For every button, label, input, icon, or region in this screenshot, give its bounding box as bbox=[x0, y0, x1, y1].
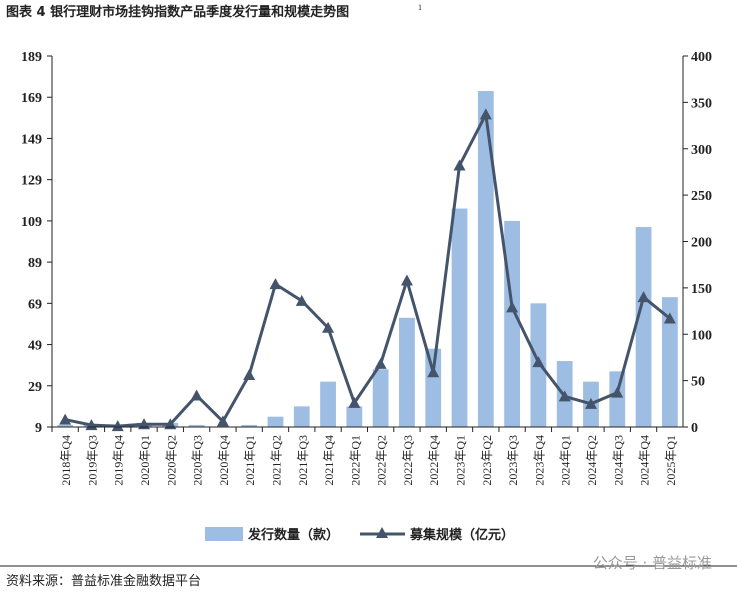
marker bbox=[584, 397, 597, 409]
marker bbox=[243, 369, 256, 381]
chart-title: 图表 4 银行理财市场挂钩指数产品季度发行量和规模走势图 bbox=[6, 4, 349, 20]
y-tick-label: 49 bbox=[28, 339, 42, 354]
x-tick-label: 2025年Q1 bbox=[664, 435, 678, 486]
source: 资料来源：普益标准金融数据平台 bbox=[6, 573, 201, 589]
y2-tick-label: 0 bbox=[691, 421, 698, 436]
marker bbox=[506, 301, 519, 313]
bar bbox=[425, 348, 442, 427]
bar bbox=[241, 424, 258, 427]
bar bbox=[57, 424, 74, 427]
bar bbox=[504, 220, 520, 427]
bar bbox=[661, 297, 678, 427]
marker bbox=[138, 418, 151, 430]
x-tick-label: 2022年Q2 bbox=[375, 435, 389, 486]
marker bbox=[216, 415, 229, 427]
bar bbox=[399, 317, 415, 427]
marker bbox=[453, 159, 466, 171]
marker bbox=[611, 386, 624, 398]
bar bbox=[267, 416, 284, 427]
marker bbox=[269, 278, 282, 290]
x-tick-label: 2024年Q1 bbox=[559, 435, 573, 486]
marker bbox=[663, 312, 676, 324]
y-tick-label: 169 bbox=[21, 91, 42, 106]
y2-tick-label: 50 bbox=[691, 375, 705, 390]
marker bbox=[295, 294, 308, 306]
y2-tick-label: 400 bbox=[691, 50, 712, 65]
y-tick-label: 89 bbox=[28, 256, 42, 271]
marker bbox=[427, 366, 440, 378]
title-note: 1 bbox=[418, 3, 422, 12]
x-tick-label: 2022年Q4 bbox=[427, 435, 441, 486]
x-tick-label: 2023年Q1 bbox=[454, 435, 468, 486]
bar bbox=[188, 424, 205, 427]
x-tick-label: 2021年Q2 bbox=[269, 435, 283, 486]
x-tick-label: 2021年Q4 bbox=[322, 435, 336, 486]
y2-tick-label: 200 bbox=[691, 236, 712, 251]
x-tick-label: 2023年Q2 bbox=[480, 435, 494, 486]
marker bbox=[374, 357, 387, 369]
marker bbox=[479, 108, 492, 120]
x-tick-label: 2024年Q4 bbox=[638, 435, 652, 486]
x-tick-label: 2021年Q3 bbox=[296, 435, 310, 486]
marker bbox=[190, 389, 203, 401]
x-tick-label: 2023年Q4 bbox=[532, 435, 546, 486]
marker bbox=[164, 418, 177, 430]
legend-label: 发行数量（款） bbox=[247, 527, 339, 543]
x-tick-label: 2019年Q4 bbox=[112, 435, 126, 486]
y2-tick-label: 300 bbox=[691, 143, 712, 158]
bar bbox=[451, 208, 468, 427]
x-tick-label: 2019年Q3 bbox=[85, 435, 99, 486]
bar bbox=[293, 406, 310, 427]
marker bbox=[637, 291, 650, 303]
y2-tick-label: 150 bbox=[691, 282, 712, 297]
line bbox=[64, 109, 671, 428]
legend-label: 募集规模（亿元） bbox=[409, 527, 514, 543]
y2-tick-label: 350 bbox=[691, 96, 712, 111]
x-tick-label: 2024年Q3 bbox=[611, 435, 625, 486]
y-tick-label: 29 bbox=[28, 380, 42, 395]
x-tick-label: 2020年Q4 bbox=[217, 435, 231, 486]
x-tick-label: 2018年Q4 bbox=[59, 435, 73, 486]
marker bbox=[322, 321, 335, 333]
x-tick-label: 2024年Q2 bbox=[585, 435, 599, 486]
marker bbox=[400, 274, 413, 286]
legend-swatch bbox=[205, 527, 243, 541]
y-tick-label: 129 bbox=[21, 174, 42, 189]
x-tick-label: 2020年Q2 bbox=[164, 435, 178, 486]
y-tick-label: 189 bbox=[21, 50, 42, 65]
x-tick-label: 2021年Q1 bbox=[243, 435, 257, 486]
marker bbox=[111, 420, 124, 432]
x-tick-label: 2023年Q3 bbox=[506, 435, 520, 486]
x-tick-label: 2022年Q3 bbox=[401, 435, 415, 486]
x-tick-label: 2020年Q3 bbox=[191, 435, 205, 486]
legend-marker bbox=[376, 527, 388, 538]
bar bbox=[609, 371, 626, 427]
marker bbox=[348, 396, 361, 408]
y2-tick-label: 100 bbox=[691, 328, 712, 343]
bar bbox=[346, 406, 363, 427]
watermark: 公众号 · 普益标准 bbox=[593, 554, 712, 572]
y-tick-label: 149 bbox=[21, 132, 42, 147]
x-tick-label: 2020年Q1 bbox=[138, 435, 152, 486]
y-tick-label: 69 bbox=[28, 297, 42, 312]
x-tick-label: 2022年Q1 bbox=[348, 435, 362, 486]
marker bbox=[59, 413, 72, 425]
bar bbox=[372, 369, 389, 427]
marker bbox=[558, 390, 571, 402]
bar bbox=[320, 381, 336, 427]
y-tick-label: 109 bbox=[21, 215, 42, 230]
marker bbox=[532, 356, 545, 368]
y2-tick-label: 250 bbox=[691, 189, 712, 204]
bar bbox=[635, 227, 652, 427]
bar bbox=[477, 91, 494, 428]
y-tick-label: 9 bbox=[35, 421, 42, 436]
